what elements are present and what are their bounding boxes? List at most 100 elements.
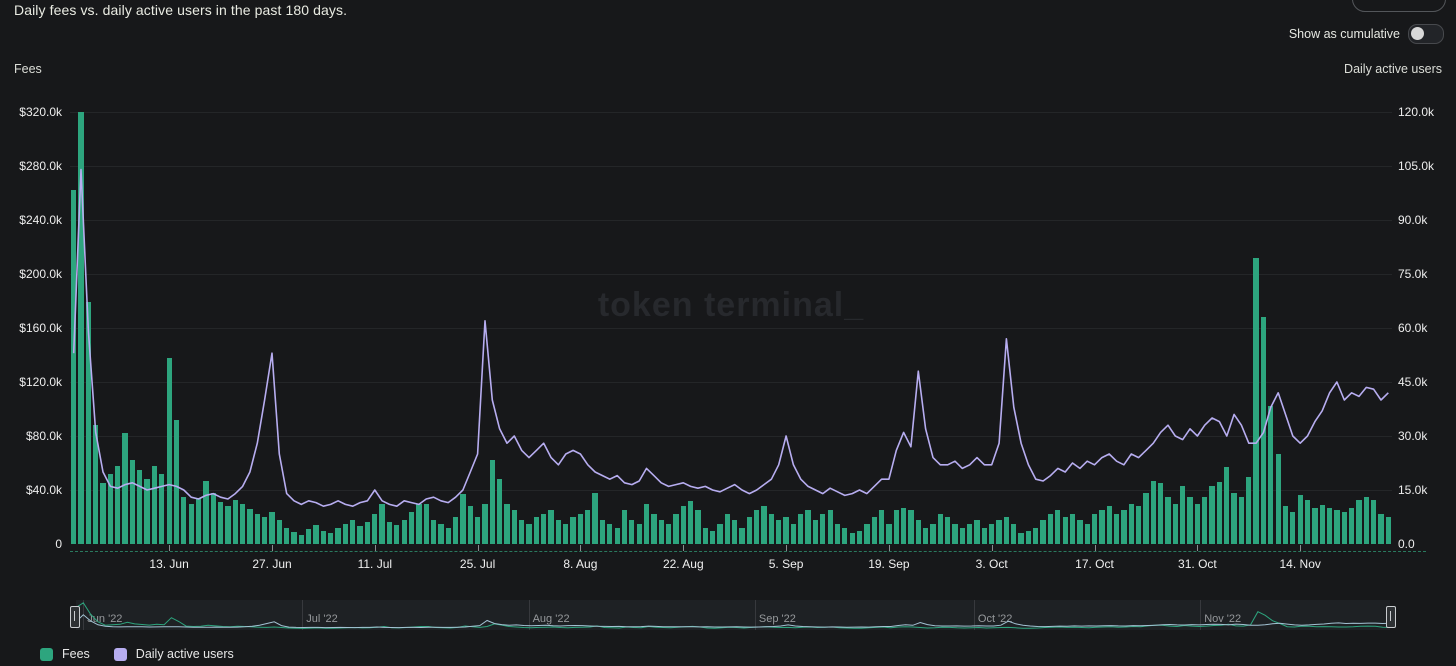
fees-bar (673, 514, 679, 544)
fees-bar (996, 519, 1002, 544)
right-axis-tick-label: 45.0k (1398, 375, 1428, 389)
fees-bar (526, 523, 532, 544)
x-axis-tick-mark (888, 545, 890, 551)
fees-bar (1165, 496, 1171, 544)
fees-bar (137, 469, 143, 544)
navigator-left-handle[interactable] (70, 606, 80, 628)
fees-bar (1040, 519, 1046, 544)
fees-bar (173, 419, 180, 544)
x-axis-tick-label: 22. Aug (662, 557, 704, 571)
fees-bar (474, 517, 481, 544)
x-axis-tick-label: 31. Oct (1178, 557, 1217, 571)
fees-bar (217, 502, 224, 544)
fees-bar (313, 525, 319, 544)
fees-bar (1209, 486, 1215, 544)
range-navigator[interactable]: Jun '22 Jul '22 Aug '22 Sep '22 Oct '22 Nov '… (76, 600, 1390, 630)
fees-bar (1231, 492, 1237, 544)
legend: Fees Daily active users (40, 647, 234, 661)
fees-bar (1172, 503, 1178, 544)
fees-bar (915, 519, 921, 544)
legend-item-fees[interactable]: Fees (40, 647, 90, 661)
navigator-month-gridline (302, 600, 304, 630)
fees-bar (886, 523, 892, 544)
fees-bar (981, 527, 988, 544)
fees-bar (93, 425, 99, 544)
fees-bar (776, 519, 782, 544)
fees-bar (1282, 506, 1289, 544)
users-line (72, 168, 1389, 508)
left-axis-tick-label: $320.0k (19, 105, 62, 119)
fees-bar (930, 523, 936, 544)
fees-bar (1180, 486, 1186, 544)
fees-bar (1370, 499, 1377, 544)
fees-bar (71, 190, 77, 544)
gridline (70, 490, 1392, 491)
x-axis-tick-mark (374, 545, 376, 551)
fees-bar (541, 514, 547, 544)
navigator-month-gridline (1200, 600, 1202, 630)
fees-bar (651, 514, 657, 544)
x-axis-tick-label: 13. Jun (149, 557, 189, 571)
fees-bar (269, 511, 275, 544)
fees-bar (1341, 511, 1347, 544)
fees-bar (100, 483, 106, 544)
fees-bar (783, 517, 789, 544)
clipped-top-button[interactable] (1352, 0, 1446, 12)
fees-bar (842, 527, 848, 544)
fees-bar (1290, 511, 1296, 544)
fees-bar (364, 522, 371, 544)
fees-bar (386, 522, 393, 544)
fees-bar (790, 523, 797, 544)
fees-bar (1194, 503, 1200, 544)
legend-label-users: Daily active users (135, 647, 234, 661)
right-axis-tick-label: 30.0k (1398, 429, 1428, 443)
fees-bar (732, 519, 738, 544)
fees-bar (878, 510, 885, 544)
x-axis-tick-mark (1197, 545, 1199, 551)
fees-bar (1326, 507, 1333, 544)
legend-item-users[interactable]: Daily active users (113, 647, 234, 661)
fees-bar (298, 534, 304, 544)
fees-bar (497, 479, 503, 544)
fees-bar (761, 506, 767, 544)
fees-bar (276, 519, 282, 544)
x-axis-tick-label: 14. Nov (1279, 557, 1321, 571)
fees-bar (247, 508, 253, 544)
fees-bar (1011, 523, 1017, 544)
gridline (70, 274, 1392, 275)
fees-bar (1216, 481, 1223, 544)
left-axis-tick-label: 0 (55, 537, 62, 551)
right-axis-title: Daily active users (1344, 62, 1442, 76)
x-axis-tick-mark (991, 545, 993, 551)
fees-bar (408, 511, 415, 544)
fees-bar (151, 465, 158, 544)
cumulative-toggle[interactable] (1408, 24, 1444, 44)
fees-bar (893, 510, 899, 544)
fees-bar (636, 523, 642, 544)
fees-bar (1106, 506, 1112, 544)
fees-bar (812, 519, 819, 544)
fees-bar (739, 527, 745, 544)
x-axis-tick-label: 17. Oct (1075, 557, 1114, 571)
fees-bar (922, 527, 929, 544)
fees-bar (577, 514, 584, 544)
fees-bar (643, 503, 650, 544)
fees-bar (188, 503, 194, 544)
fees-bar (856, 530, 863, 544)
gridline (70, 436, 1392, 437)
fees-bar (195, 498, 202, 544)
left-axis-tick-label: $160.0k (19, 321, 62, 335)
x-axis-tick-label: 11. Jul (357, 557, 393, 571)
plot-area[interactable] (70, 112, 1392, 544)
fees-bar (85, 302, 91, 544)
fees-bar (1275, 453, 1281, 544)
fees-bar (144, 479, 150, 544)
x-axis-tick-mark (1094, 545, 1096, 551)
fees-bar (709, 530, 716, 544)
fees-bar (159, 473, 165, 544)
fees-bar (261, 517, 268, 544)
navigator-month-label: Jun '22 (87, 613, 123, 625)
fees-bar (284, 527, 290, 544)
navigator-series-line (76, 614, 1390, 629)
navigator-right-handle[interactable] (1386, 606, 1396, 628)
